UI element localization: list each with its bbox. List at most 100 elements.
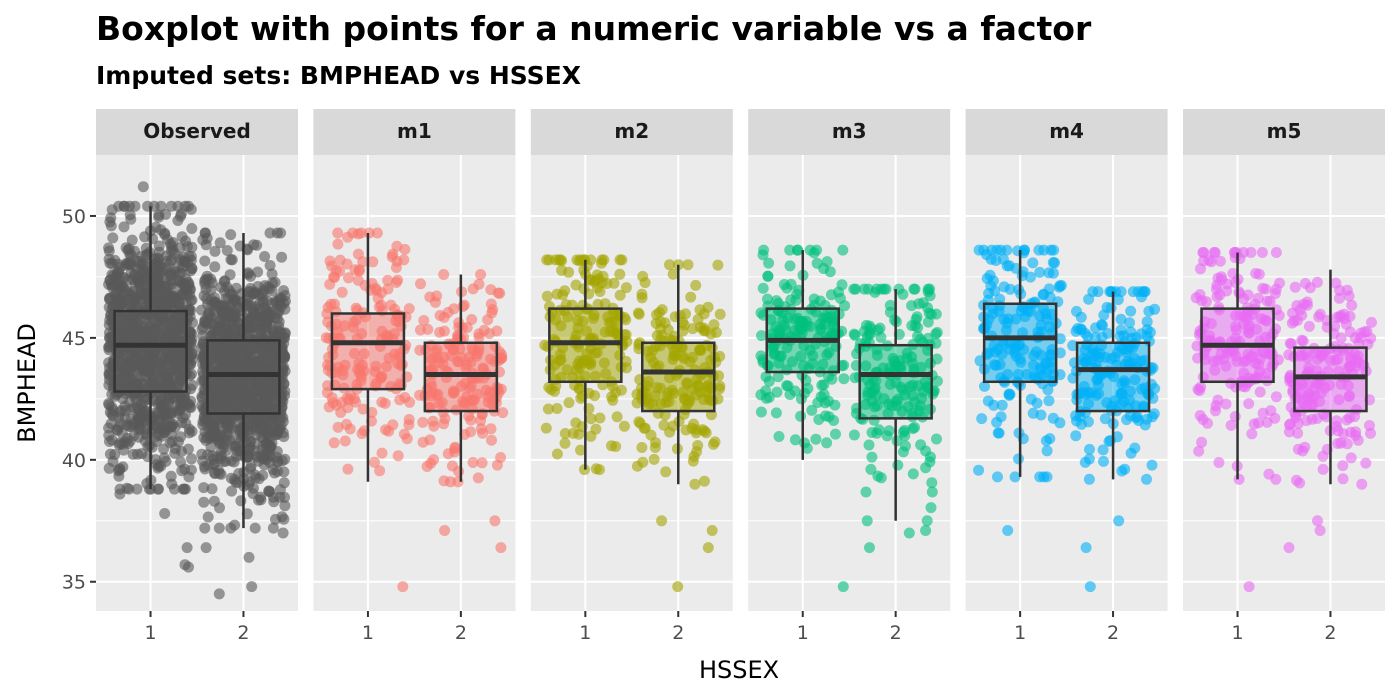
data-point [1284, 419, 1295, 431]
data-point [861, 515, 873, 527]
data-point [262, 308, 273, 320]
data-point [329, 298, 340, 310]
data-point [109, 449, 121, 460]
data-point [176, 446, 187, 457]
data-point [1141, 473, 1152, 485]
data-point [1197, 414, 1209, 425]
data-point [1193, 445, 1205, 457]
box-iqr [330, 312, 406, 391]
y-tick-label: 45 [62, 328, 86, 350]
outlier-point [1314, 525, 1326, 536]
facet-strip [530, 109, 733, 155]
data-point [448, 303, 460, 315]
data-point [403, 303, 415, 315]
data-point [494, 287, 506, 299]
data-point [816, 379, 828, 391]
data-point [106, 434, 118, 446]
data-point [226, 485, 238, 497]
data-point [1194, 289, 1206, 301]
data-point [103, 462, 115, 474]
data-point [810, 433, 822, 445]
facet-strip [748, 109, 951, 155]
data-point [700, 427, 712, 439]
data-point [357, 403, 369, 415]
data-point [1013, 284, 1025, 296]
data-point [336, 286, 348, 298]
box-2 [1293, 269, 1368, 485]
data-point [614, 268, 626, 280]
data-point [1349, 411, 1361, 423]
data-point [104, 216, 116, 228]
data-point [453, 465, 465, 477]
data-point [245, 270, 257, 282]
data-point [321, 387, 333, 399]
data-point [1143, 305, 1155, 317]
data-point [926, 477, 938, 489]
x-tick-label: 1 [797, 622, 809, 644]
data-point [114, 463, 126, 475]
data-point [875, 283, 887, 295]
data-point [235, 495, 247, 507]
data-point [1124, 317, 1135, 329]
data-point [244, 290, 256, 302]
data-point [138, 391, 150, 403]
data-point [714, 350, 726, 362]
data-point [541, 290, 553, 302]
data-point [367, 256, 379, 268]
data-point [1092, 286, 1104, 298]
data-point [271, 312, 283, 324]
box-iqr [982, 302, 1058, 384]
data-point [1345, 452, 1357, 464]
data-point [279, 500, 291, 512]
data-point [645, 429, 657, 441]
data-point [930, 328, 942, 340]
data-point [795, 410, 807, 422]
data-point [1338, 308, 1350, 320]
box-1 [982, 250, 1058, 477]
data-point [348, 393, 360, 405]
data-point [228, 456, 240, 468]
data-point [150, 221, 162, 233]
data-point [864, 327, 876, 339]
data-point [821, 256, 833, 268]
data-point [106, 204, 118, 216]
data-point [897, 446, 909, 458]
facet-panel-m2: m2 1 2 [530, 109, 733, 644]
data-point [594, 412, 606, 424]
data-point [495, 352, 507, 364]
data-point [213, 522, 225, 534]
data-point [1099, 413, 1111, 425]
data-point [178, 278, 190, 290]
data-point [1252, 292, 1264, 304]
data-point [1124, 410, 1136, 422]
x-tick-label: 2 [672, 622, 684, 644]
data-point [656, 329, 668, 341]
data-point [390, 277, 402, 288]
data-point [922, 283, 934, 295]
data-point [1229, 252, 1241, 264]
data-point [152, 298, 164, 309]
data-point [185, 402, 197, 414]
data-point [275, 227, 287, 239]
data-point [1089, 332, 1101, 344]
data-point [1333, 292, 1345, 304]
data-point [276, 251, 288, 263]
outlier-point [114, 488, 126, 500]
data-point [829, 399, 841, 411]
data-point [824, 266, 836, 278]
data-point [221, 330, 233, 342]
data-point [262, 425, 274, 436]
data-point [134, 280, 146, 292]
data-point [1082, 416, 1094, 428]
data-point [1055, 280, 1067, 291]
data-point [168, 281, 180, 293]
data-point [680, 308, 691, 320]
data-point [1196, 436, 1208, 448]
outlier-point [214, 237, 226, 249]
data-point [770, 407, 782, 419]
data-point [1313, 311, 1325, 323]
data-point [556, 264, 568, 276]
x-tick-label: 1 [1014, 622, 1026, 644]
data-point [321, 308, 333, 320]
data-point [848, 328, 860, 340]
